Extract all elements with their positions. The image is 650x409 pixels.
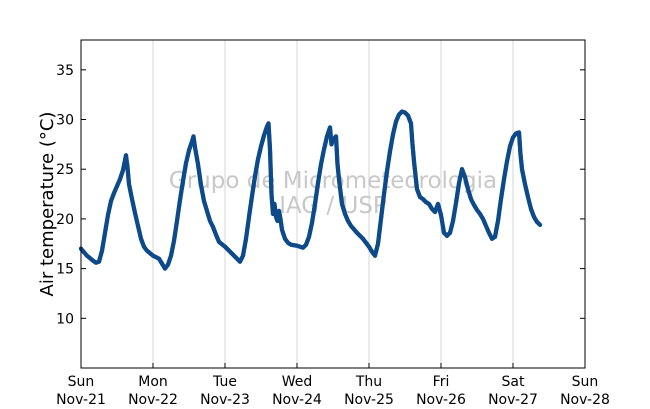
plot-area-frame — [80, 39, 586, 369]
data-points — [78, 109, 543, 271]
x-tick-label-day: Sun — [572, 374, 599, 390]
x-tick-label-day: Wed — [282, 374, 313, 390]
watermark-line-1: Grupo de Micrometeorologia — [169, 168, 497, 194]
y-tick-label: 30 — [56, 113, 74, 129]
y-tick-label: 35 — [56, 63, 74, 79]
y-tick-label: 10 — [56, 311, 74, 327]
y-tick-label: 25 — [56, 162, 74, 178]
x-axis: Sun Nov-21 Mon Nov-22 Tue Nov-23 Wed Nov-24 Thu N… — [56, 363, 610, 408]
x-tick-label-date: Nov-23 — [200, 392, 250, 408]
x-tick-label-date: Nov-25 — [344, 392, 394, 408]
y-axis-title: Air temperature (°C) — [37, 112, 58, 297]
y-tick-label: 20 — [56, 212, 74, 228]
data-point-dense — [536, 221, 542, 227]
watermark: Grupo de Micrometeorologia IAG / USP — [169, 168, 497, 219]
x-tick-label-date: Nov-27 — [488, 392, 538, 408]
x-tick-label-day: Sun — [68, 374, 95, 390]
x-tick-label-date: Nov-22 — [128, 392, 178, 408]
x-tick-label-day: Thu — [355, 374, 382, 390]
x-tick-label-date: Nov-24 — [272, 392, 322, 408]
vertical-gridlines — [152, 40, 514, 368]
x-tick-label-date: Nov-28 — [560, 392, 610, 408]
watermark-line-2: IAG / USP — [279, 193, 387, 219]
x-tick-label-day: Sat — [502, 374, 525, 390]
x-tick-label-day: Fri — [433, 374, 450, 390]
x-tick-label-day: Mon — [138, 374, 168, 390]
x-tick-label-day: Tue — [212, 374, 237, 390]
y-axis: 10 15 20 25 30 35 — [56, 63, 585, 327]
x-tick-label-date: Nov-26 — [416, 392, 466, 408]
x-tick-label-date: Nov-21 — [56, 392, 106, 408]
y-tick-label: 15 — [56, 262, 74, 278]
